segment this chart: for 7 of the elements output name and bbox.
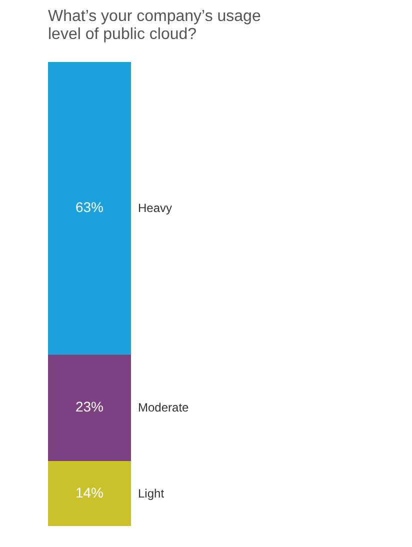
series-label: Heavy [138, 201, 172, 216]
data-label: 14% [75, 484, 104, 501]
data-label: 63% [75, 199, 104, 216]
series-label: Light [138, 486, 165, 501]
series-label: Moderate [138, 400, 190, 415]
data-label: 23% [75, 398, 104, 415]
chart-title: What’s your company’s usage level of public cloud? [48, 8, 261, 43]
